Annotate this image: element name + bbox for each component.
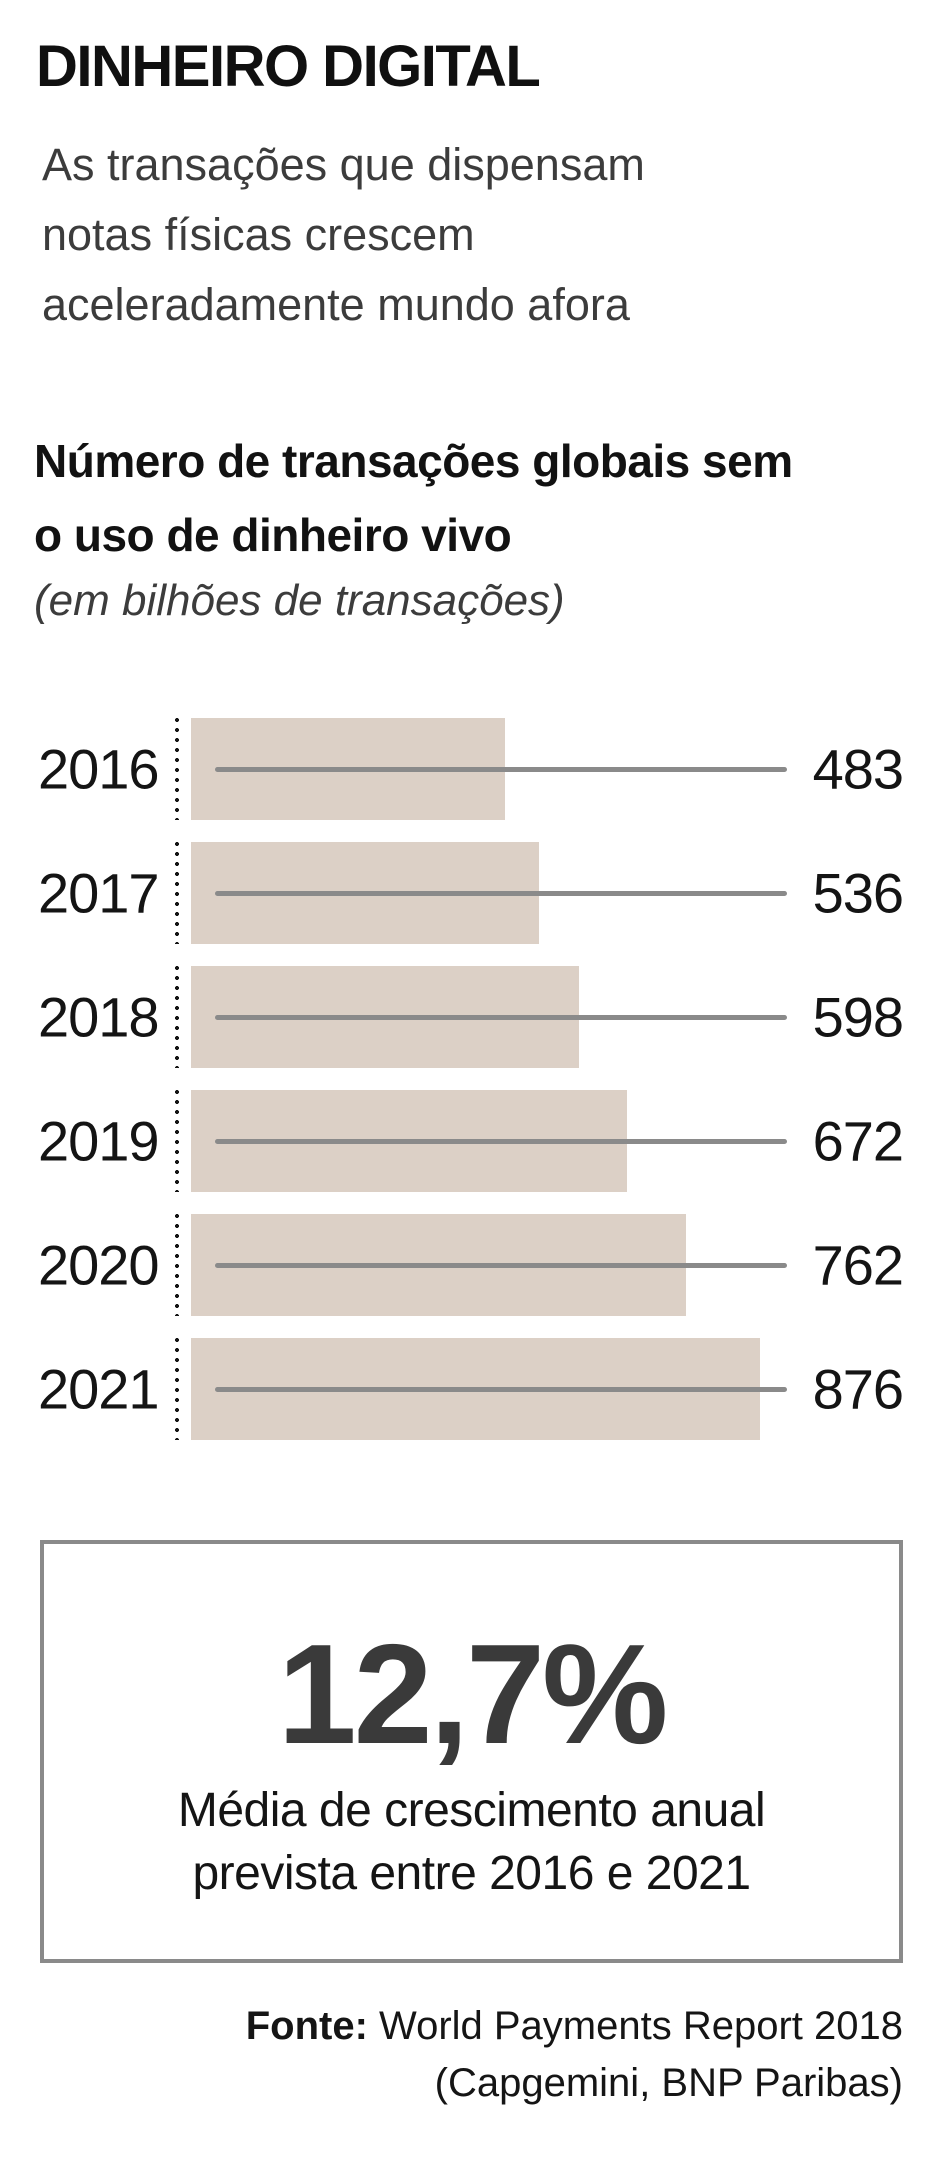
value-label: 762: [812, 1233, 904, 1297]
year-label: 2019: [38, 1109, 160, 1173]
chart-row: 2016 483: [0, 718, 941, 820]
chart-row: 2018 598: [0, 966, 941, 1068]
source-note: Fonte: World Payments Report 2018 (Capge…: [246, 1998, 903, 2112]
year-label: 2020: [38, 1233, 160, 1297]
stat-value: 12,7%: [277, 1615, 669, 1774]
year-label: 2021: [38, 1357, 160, 1421]
source-text: World Payments Report 2018: [367, 2004, 903, 2048]
highlight-box: 12,7% Média de crescimento anual previst…: [40, 1540, 903, 1963]
axis-dotted-line: [175, 1090, 179, 1192]
value-label: 876: [812, 1357, 904, 1421]
chart-row: 2019 672: [0, 1090, 941, 1192]
axis-dotted-line: [175, 1338, 179, 1440]
source-line2: (Capgemini, BNP Paribas): [434, 2061, 903, 2105]
chart-row: 2021 876: [0, 1338, 941, 1440]
value-leader-line: [215, 1262, 787, 1268]
value-label: 536: [812, 861, 904, 925]
value-leader-line: [215, 1014, 787, 1020]
axis-dotted-line: [175, 966, 179, 1068]
axis-dotted-line: [175, 842, 179, 944]
axis-dotted-line: [175, 1214, 179, 1316]
value-leader-line: [215, 1138, 787, 1144]
page-title: DINHEIRO DIGITAL: [36, 34, 541, 99]
value-leader-line: [215, 890, 787, 896]
value-label: 672: [812, 1109, 904, 1173]
value-leader-line: [215, 1386, 787, 1392]
chart-unit-note: (em bilhões de transações): [34, 576, 565, 625]
chart-row: 2017 536: [0, 842, 941, 944]
chart-heading: Número de transações globais sem o uso d…: [34, 435, 793, 561]
value-label: 598: [812, 985, 904, 1049]
source-line1: Fonte: World Payments Report 2018: [246, 1998, 903, 2055]
year-label: 2016: [38, 737, 160, 801]
page-subtitle: As transações que dispensam notas física…: [42, 139, 645, 330]
value-leader-line: [215, 766, 787, 772]
year-label: 2018: [38, 985, 160, 1049]
axis-dotted-line: [175, 718, 179, 820]
source-label: Fonte:: [245, 2004, 368, 2048]
stat-caption: Média de crescimento anual prevista entr…: [177, 1784, 766, 1900]
value-label: 483: [812, 737, 904, 801]
chart-row: 2020 762: [0, 1214, 941, 1316]
year-label: 2017: [38, 861, 160, 925]
bar-chart: 2016 483 2017 536 2018 598 2019 672 2020 762 2021 8…: [0, 718, 941, 1440]
